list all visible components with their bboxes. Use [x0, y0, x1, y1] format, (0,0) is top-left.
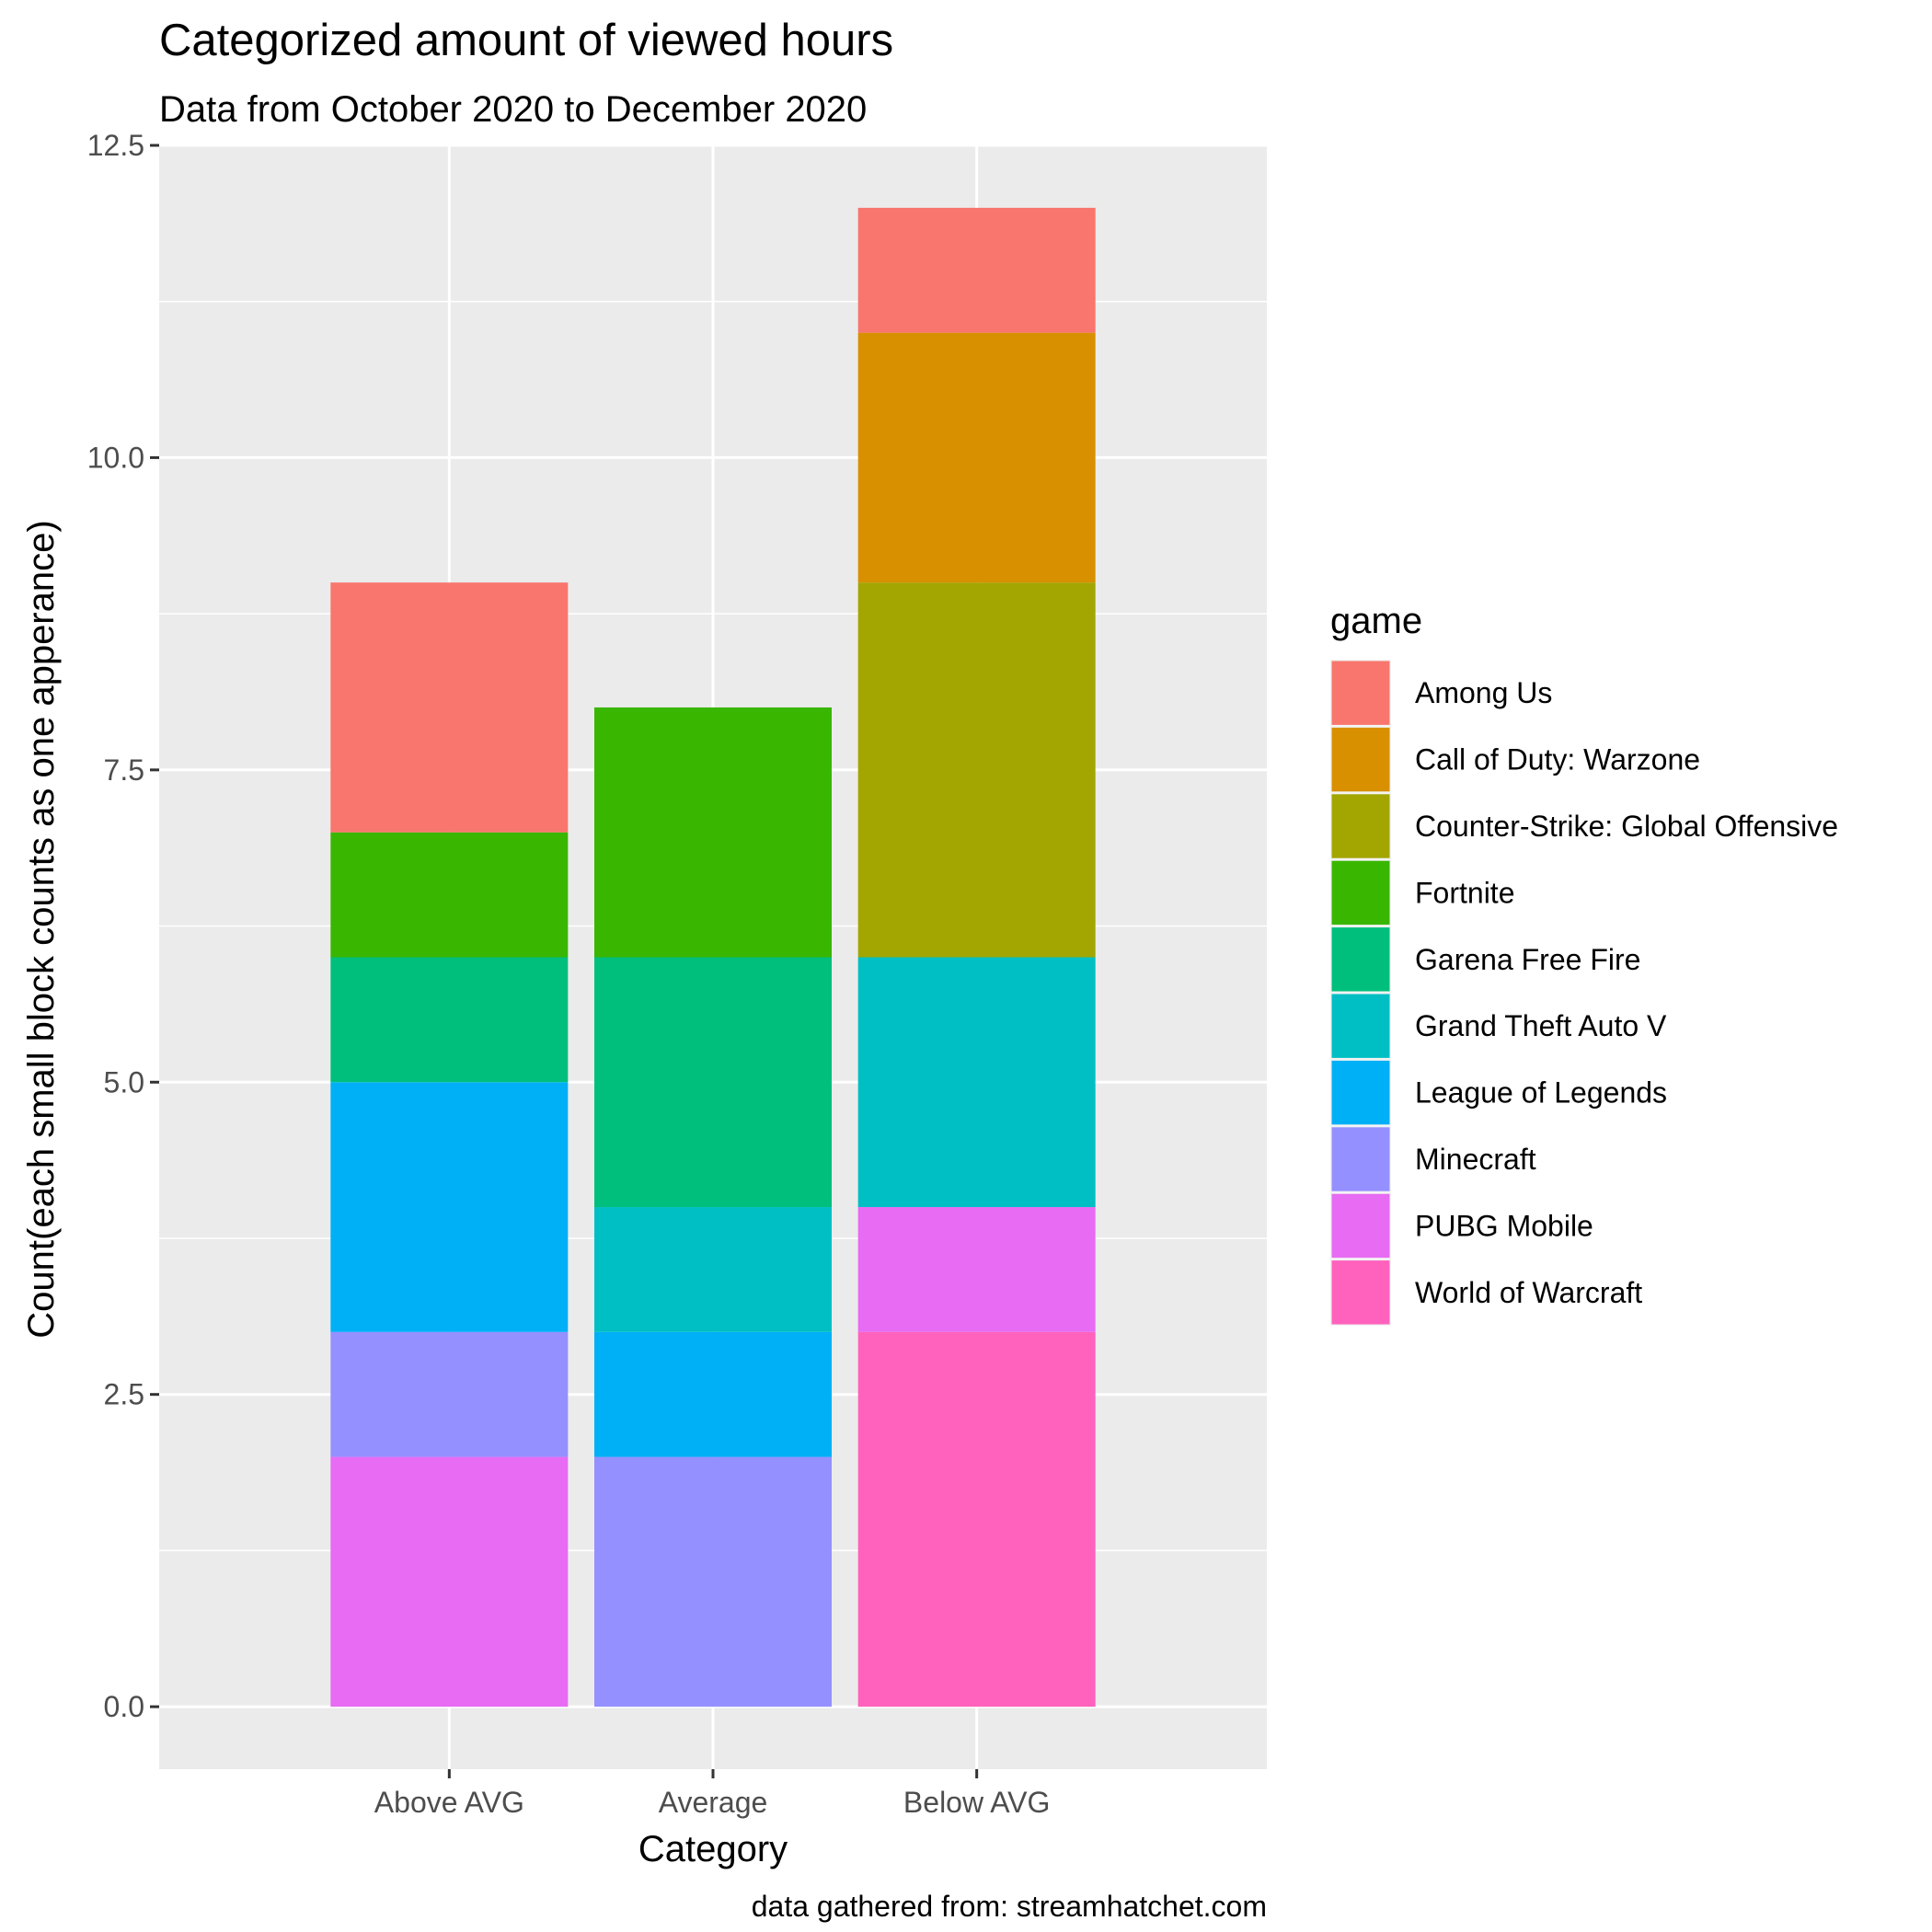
bar-segment: [330, 957, 569, 1083]
y-tick-label: 0.0: [104, 1690, 144, 1723]
bar-segment: [857, 1207, 1096, 1332]
legend-label: Among Us: [1415, 676, 1552, 709]
x-axis-title: Category: [638, 1829, 788, 1869]
bar-segment: [330, 1082, 569, 1332]
legend-label: PUBG Mobile: [1415, 1209, 1593, 1242]
legend-swatch: [1331, 794, 1390, 858]
x-axis: Above AVG Average Below AVG: [374, 1769, 1050, 1819]
legend-label: League of Legends: [1415, 1076, 1667, 1110]
caption: data gathered from: streamhatchet.com: [752, 1890, 1267, 1923]
legend-swatch: [1331, 860, 1390, 926]
y-tick-label: 7.5: [104, 753, 144, 787]
y-tick-label: 5.0: [104, 1065, 144, 1098]
legend-label: Fortnite: [1415, 876, 1514, 909]
legend-title: game: [1330, 601, 1422, 641]
bar-segment: [594, 707, 832, 958]
bar-segment: [857, 332, 1096, 583]
chart-title: Categorized amount of viewed hours: [159, 16, 893, 65]
bar-segment: [594, 1456, 832, 1708]
legend-label: Garena Free Fire: [1415, 943, 1640, 976]
y-tick-label: 12.5: [87, 129, 144, 162]
bar-segment: [330, 1331, 569, 1457]
legend-swatch: [1331, 1260, 1390, 1325]
legend: Among Us Call of Duty: Warzone Counter-Str…: [1330, 660, 1838, 1326]
y-axis: 0.0 2.5 5.0 7.5 10.0 12.5: [87, 129, 159, 1723]
bar-segment: [857, 582, 1096, 958]
bar-segment: [857, 957, 1096, 1208]
bar-segment: [330, 832, 569, 958]
legend-swatch: [1331, 1127, 1390, 1191]
bar-segment: [594, 1207, 832, 1332]
x-tick-label: Below AVG: [903, 1786, 1050, 1819]
legend-swatch: [1331, 994, 1390, 1058]
legend-label: Call of Duty: Warzone: [1415, 743, 1700, 776]
bar-segment: [857, 1331, 1096, 1708]
legend-swatch: [1331, 1193, 1390, 1259]
x-tick-label: Average: [659, 1786, 768, 1819]
bar-segment: [594, 957, 832, 1208]
y-tick-label: 10.0: [87, 441, 144, 474]
bars: [330, 207, 1096, 1708]
legend-swatch: [1331, 661, 1390, 725]
legend-label: Minecraft: [1415, 1143, 1536, 1176]
legend-label: Counter-Strike: Global Offensive: [1415, 810, 1838, 843]
x-tick-label: Above AVG: [374, 1786, 524, 1819]
bar-segment: [857, 207, 1096, 333]
y-axis-title: Count(each small block counts as one app…: [21, 520, 62, 1338]
legend-label: Grand Theft Auto V: [1415, 1009, 1667, 1042]
bar-segment: [330, 1456, 569, 1708]
y-tick-label: 2.5: [104, 1378, 144, 1411]
bar-segment: [594, 1331, 832, 1457]
legend-swatch: [1331, 927, 1390, 992]
legend-label: World of Warcraft: [1415, 1276, 1642, 1309]
legend-swatch: [1331, 1060, 1390, 1125]
bar-segment: [330, 582, 569, 833]
legend-swatch: [1331, 727, 1390, 792]
chart-subtitle: Data from October 2020 to December 2020: [159, 89, 867, 130]
